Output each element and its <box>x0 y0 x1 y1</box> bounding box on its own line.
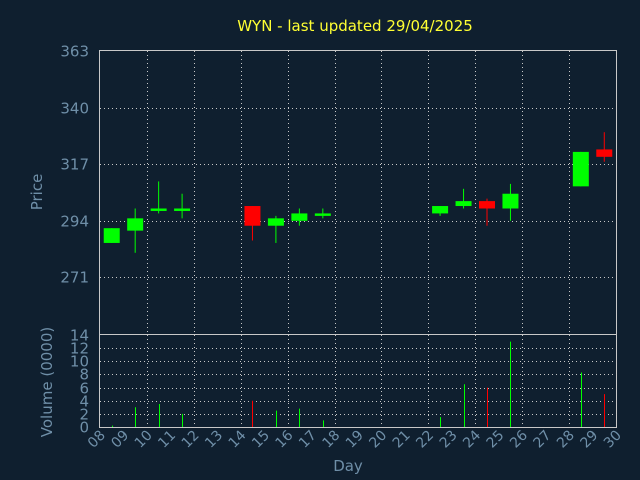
day-tick-label: 21 <box>390 428 414 452</box>
candle-body <box>244 206 261 226</box>
volume-tick-label: 4 <box>79 393 89 411</box>
candle-body <box>291 213 308 221</box>
candle-body <box>596 149 613 157</box>
candle-body <box>479 201 495 209</box>
price-tick-label: 271 <box>60 269 89 287</box>
day-tick-label: 29 <box>577 428 601 452</box>
chart-title: WYN - last updated 29/04/2025 <box>237 17 473 35</box>
volume-axis-label: Volume (0000) <box>38 327 56 437</box>
candle-body <box>572 151 589 187</box>
price-tick-labels: 363 340 317 294 271 <box>60 43 89 287</box>
candle-body <box>502 193 519 209</box>
day-tick-label: 25 <box>484 428 508 452</box>
day-axis-label: Day <box>333 457 363 475</box>
volume-tick-label: 6 <box>79 380 89 398</box>
candle-body <box>174 208 191 211</box>
day-tick-label: 17 <box>296 428 320 452</box>
candle-body <box>150 208 167 211</box>
day-tick-label: 18 <box>319 428 343 452</box>
price-tick-label: 317 <box>60 156 89 174</box>
day-tick-label: 12 <box>179 428 203 452</box>
day-tick-label: 27 <box>531 428 555 452</box>
candle-body <box>432 206 449 214</box>
volume-tick-label: 2 <box>79 406 89 424</box>
volume-tick-label: 10 <box>70 353 89 371</box>
day-tick-label: 22 <box>413 428 437 452</box>
volume-tick-label: 12 <box>70 340 89 358</box>
day-tick-label: 28 <box>554 428 578 452</box>
price-grid <box>100 51 616 334</box>
candle-body <box>314 213 331 216</box>
volume-tick-label: 14 <box>70 327 89 345</box>
day-tick-label: 16 <box>273 427 297 451</box>
day-tick-label: 10 <box>132 428 156 452</box>
price-plot-frame <box>99 50 617 335</box>
candle-body <box>267 218 284 226</box>
day-tick-label: 26 <box>507 427 531 451</box>
volume-grid <box>100 335 616 427</box>
day-tick-labels: 08 09 10 11 12 13 14 15 16 17 18 19 20 21 22 23 24 25 26 27… <box>85 427 625 451</box>
day-tick-label: 20 <box>366 428 390 452</box>
day-tick-label: 19 <box>343 428 367 452</box>
candle-body <box>127 218 144 231</box>
price-tick-label: 294 <box>60 213 89 231</box>
volume-tick-label: 0 <box>79 419 89 437</box>
candle-body <box>103 228 120 243</box>
volume-tick-label: 8 <box>79 366 89 384</box>
candle-body <box>455 201 472 207</box>
price-axis-label: Price <box>28 174 46 211</box>
day-tick-label: 24 <box>460 427 484 451</box>
day-tick-label: 13 <box>202 428 226 452</box>
candlesticks <box>103 132 613 253</box>
day-tick-label: 30 <box>601 428 625 452</box>
day-tick-label: 23 <box>437 428 461 452</box>
price-tick-label: 363 <box>60 43 89 61</box>
price-tick-label: 340 <box>60 100 89 118</box>
day-tick-label: 14 <box>226 427 250 451</box>
day-tick-label: 15 <box>249 428 273 452</box>
volume-plot-frame <box>99 334 617 428</box>
volume-bars <box>112 341 605 427</box>
day-tick-label: 09 <box>108 428 132 452</box>
day-tick-label: 11 <box>155 428 179 452</box>
